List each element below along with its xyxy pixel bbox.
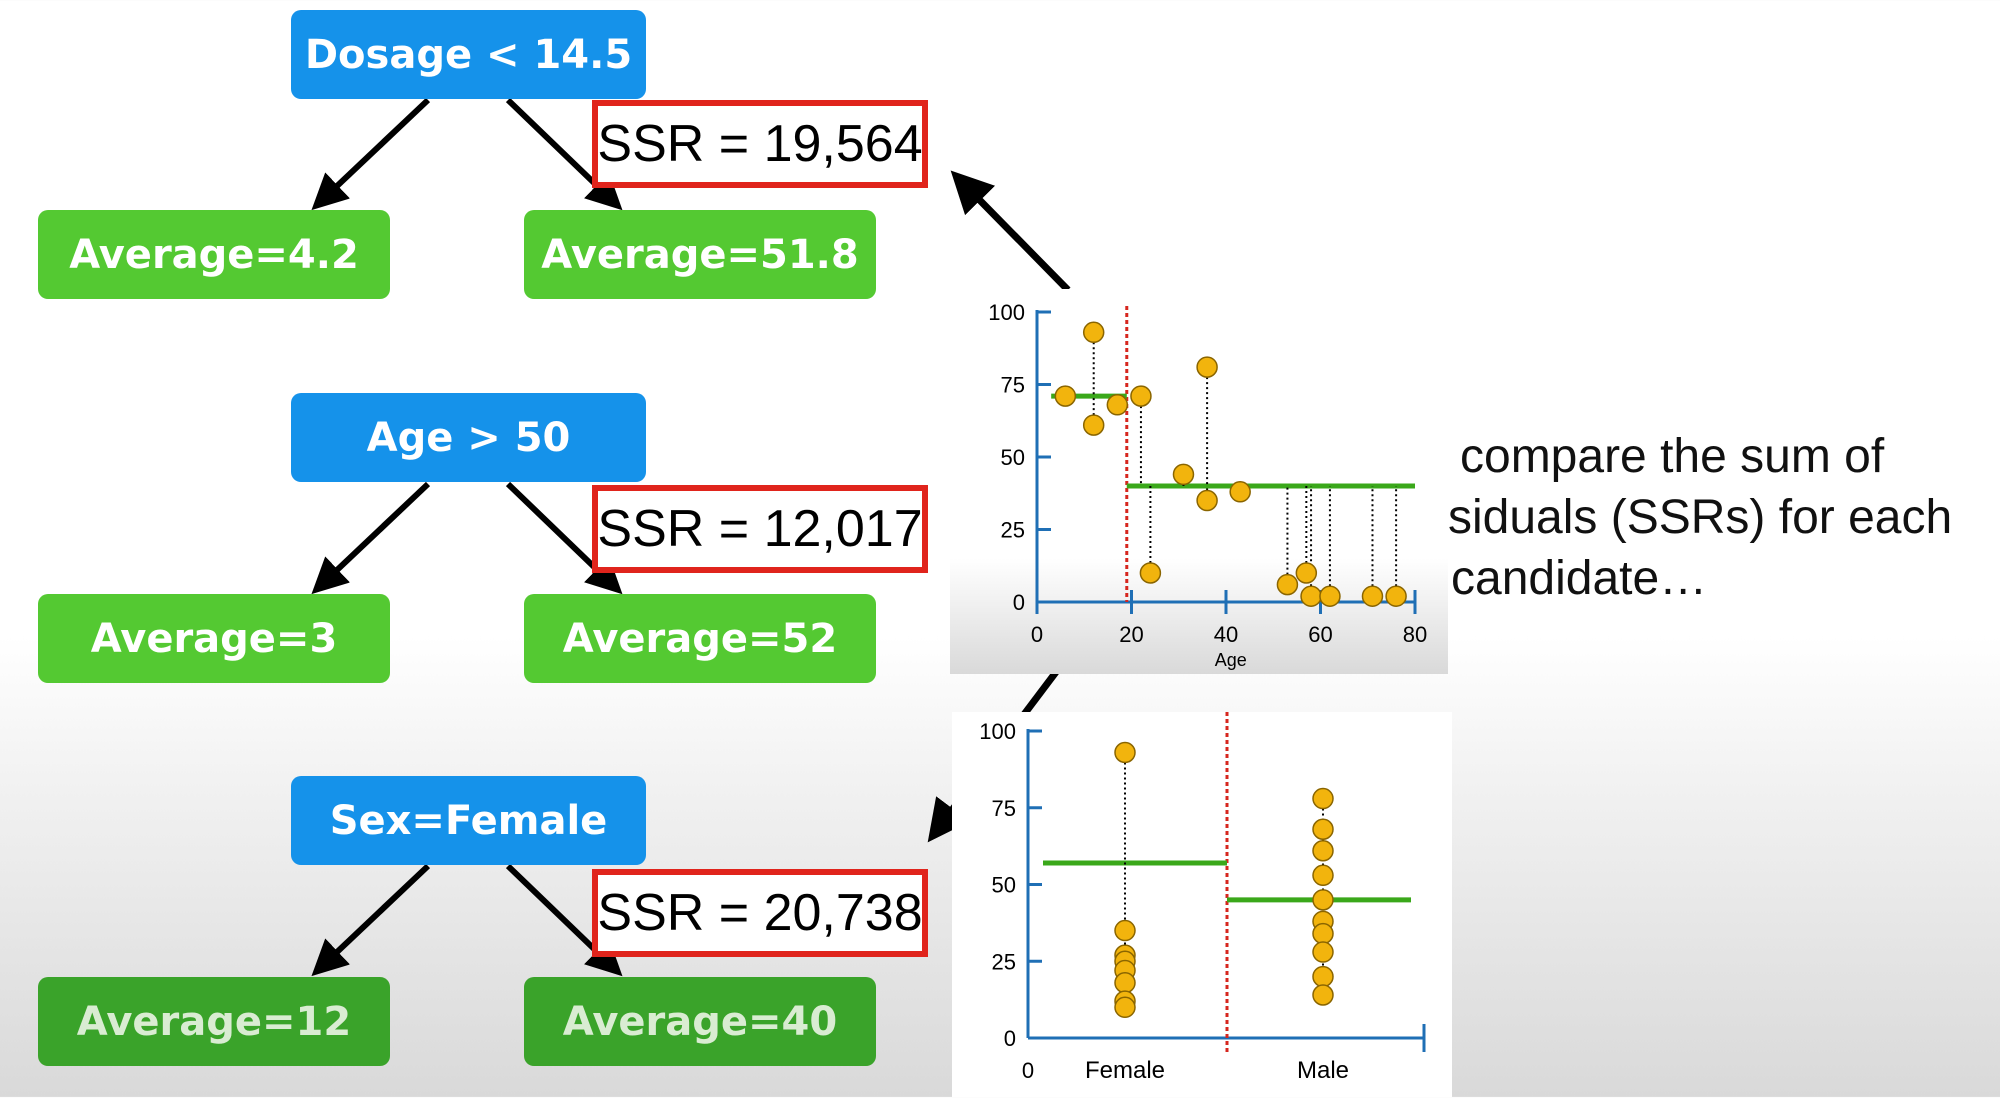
ssr-box-dosage: SSR = 19,564	[592, 100, 928, 188]
y-tick-label-zero: 0	[1004, 1026, 1016, 1051]
data-point	[1295, 562, 1318, 584]
data-point	[1196, 356, 1218, 378]
edge-left-2	[311, 481, 431, 595]
x-tick-label-zero: 0	[1022, 1058, 1034, 1083]
caption-text: compare the sum of siduals (SSRs) for ea…	[1448, 426, 1952, 609]
data-point	[1361, 585, 1384, 607]
data-point	[1106, 394, 1129, 416]
decision-node-dosage: Dosage < 14.5	[291, 10, 646, 99]
leaf-node-right-age: Average=52	[524, 594, 876, 683]
data-point	[1312, 984, 1334, 1006]
data-point	[1172, 463, 1195, 486]
y-tick-label: 50	[992, 873, 1016, 898]
data-point	[1312, 922, 1334, 945]
leaf-node-right-dosage: Average=51.8	[524, 210, 876, 299]
y-tick-label: 25	[992, 949, 1016, 974]
y-tick-label: 75	[1001, 373, 1025, 398]
decision-node-age: Age > 50	[291, 393, 646, 482]
caption-line-1: compare the sum of	[1460, 430, 1885, 483]
pointer-arrow-age	[950, 170, 1071, 293]
caption-line-3: candidate…	[1451, 552, 1708, 605]
edge-left-3	[311, 863, 431, 977]
x-tick-label: 20	[1119, 622, 1143, 647]
leaf-node-left-sex: Average=12	[38, 977, 390, 1066]
y-tick-label: 50	[1001, 445, 1025, 470]
data-point	[1054, 385, 1077, 407]
age-chart-panel: 0 25 50 75 100 0 20 40 60 80 Age	[950, 289, 1448, 674]
leaf-node-right-sex: Average=40	[524, 977, 876, 1066]
data-point	[1114, 741, 1136, 764]
x-tick-label: 80	[1403, 622, 1427, 647]
y-tick-label: 0	[1013, 590, 1025, 615]
data-point	[1082, 414, 1105, 436]
data-point	[1312, 889, 1334, 911]
y-tick-label: 25	[1001, 518, 1025, 543]
x-tick-label: 60	[1308, 622, 1332, 647]
data-point	[1312, 965, 1334, 988]
data-point	[1229, 481, 1251, 503]
x-tick-label: 40	[1214, 622, 1238, 647]
x-category-label: Male	[1297, 1057, 1349, 1084]
ssr-box-age: SSR = 12,017	[592, 485, 928, 573]
sex-scatter-chart: 25 50 75 100 00 Female Male	[979, 712, 1426, 1084]
data-point	[1114, 996, 1136, 1019]
data-point	[1312, 818, 1334, 840]
data-point	[1114, 919, 1136, 942]
data-point	[1130, 385, 1152, 407]
data-point	[1312, 839, 1334, 862]
leaf-node-left-dosage: Average=4.2	[38, 210, 390, 299]
data-point	[1300, 585, 1322, 607]
edge-left-1	[311, 97, 431, 211]
data-point	[1082, 321, 1105, 344]
data-point	[1312, 941, 1334, 963]
x-category-label: Female	[1085, 1057, 1165, 1084]
leaf-node-left-age: Average=3	[38, 594, 390, 683]
data-point	[1319, 585, 1341, 607]
y-tick-label: 75	[992, 796, 1016, 821]
data-point	[1196, 489, 1218, 512]
caption-line-2: siduals (SSRs) for each	[1448, 491, 1953, 544]
data-point	[1139, 562, 1162, 584]
x-tick-label: 0	[1031, 622, 1043, 647]
sex-chart-panel: 25 50 75 100 0 0 Female Male	[952, 712, 1452, 1097]
data-point	[1114, 971, 1136, 994]
data-point	[1276, 573, 1299, 596]
y-tick-label: 100	[988, 300, 1025, 325]
data-point	[1385, 585, 1407, 607]
decision-node-sex: Sex=Female	[291, 776, 646, 865]
data-point	[1312, 864, 1334, 887]
x-axis-label: Age	[1215, 650, 1247, 670]
y-tick-label: 100	[979, 719, 1016, 744]
data-point	[1312, 787, 1334, 810]
ssr-box-sex: SSR = 20,738	[592, 869, 928, 957]
age-scatter-chart: 0 25 50 75 100 0 20 40 60 80 Age	[988, 300, 1427, 670]
